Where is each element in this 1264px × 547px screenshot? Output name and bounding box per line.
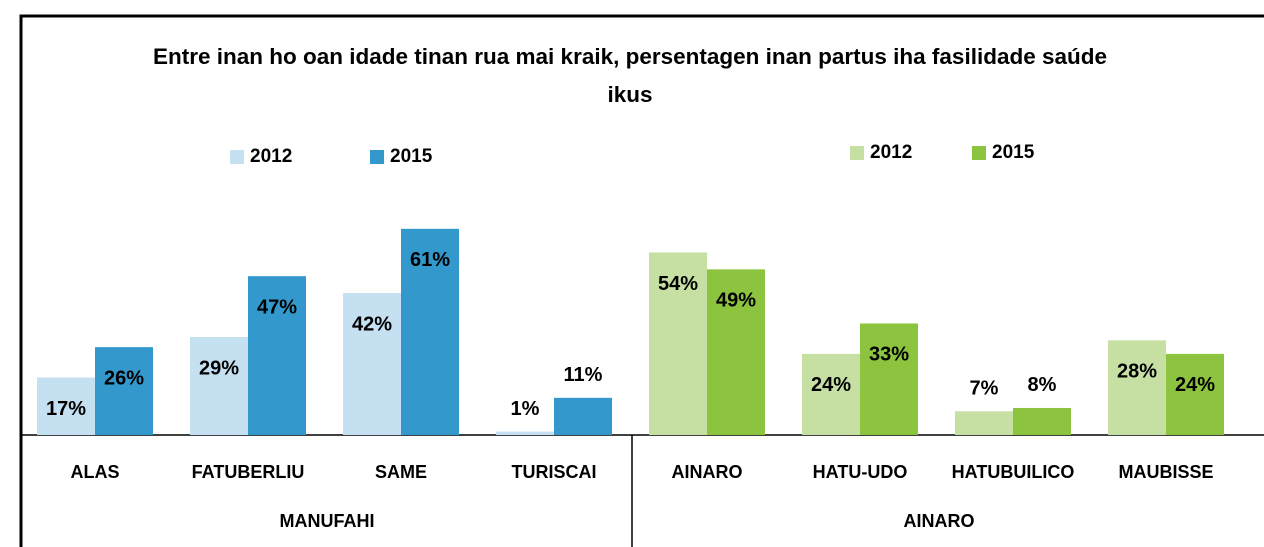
x-tick-label: SAME bbox=[375, 462, 427, 482]
bar bbox=[248, 276, 306, 435]
legend-label: 2012 bbox=[250, 146, 292, 167]
bar bbox=[343, 293, 401, 435]
data-label: 49% bbox=[716, 290, 756, 312]
x-tick-label: HATU-UDO bbox=[813, 462, 908, 482]
x-tick-label: HATUBUILICO bbox=[952, 462, 1075, 482]
legend-label: 2015 bbox=[390, 146, 433, 167]
bar bbox=[860, 323, 918, 435]
data-label: 29% bbox=[199, 357, 239, 379]
bar bbox=[190, 336, 248, 435]
legend-swatch bbox=[972, 146, 986, 160]
bar bbox=[955, 411, 1013, 435]
x-tick-label: MAUBISSE bbox=[1118, 462, 1213, 482]
data-label: 42% bbox=[352, 313, 392, 335]
bar bbox=[1166, 353, 1224, 435]
data-label: 26% bbox=[104, 367, 144, 389]
bar bbox=[95, 347, 153, 435]
x-tick-label: TURISCAI bbox=[512, 462, 597, 482]
bar bbox=[1108, 340, 1166, 435]
bar bbox=[554, 397, 612, 435]
data-label: 1% bbox=[511, 398, 540, 420]
bar bbox=[707, 269, 765, 435]
chart-title: Entre inan ho oan idade tinan rua mai kr… bbox=[153, 44, 1107, 107]
data-label: 28% bbox=[1117, 361, 1157, 383]
legend-swatch bbox=[230, 150, 244, 164]
data-label: 7% bbox=[970, 378, 999, 400]
data-label: 24% bbox=[1175, 374, 1215, 396]
data-label: 17% bbox=[46, 398, 86, 420]
bar bbox=[649, 252, 707, 435]
data-label: 33% bbox=[869, 344, 909, 366]
legend-swatch bbox=[850, 146, 864, 160]
bar bbox=[802, 353, 860, 435]
bar bbox=[37, 377, 95, 435]
bar bbox=[401, 228, 459, 435]
x-tick-label: FATUBERLIU bbox=[192, 462, 305, 482]
data-label: 47% bbox=[257, 296, 297, 318]
x-tick-label: ALAS bbox=[71, 462, 120, 482]
group-label: MANUFAHI bbox=[280, 511, 375, 531]
legend-swatch bbox=[370, 150, 384, 164]
legend-label: 2015 bbox=[992, 142, 1035, 163]
chart-frame bbox=[19, 14, 1264, 547]
data-label: 8% bbox=[1028, 374, 1057, 396]
bar bbox=[1013, 407, 1071, 435]
group-label: AINARO bbox=[904, 511, 975, 531]
bar bbox=[496, 431, 554, 435]
legend-label: 2012 bbox=[870, 142, 912, 163]
data-label: 24% bbox=[811, 374, 851, 396]
data-label: 61% bbox=[410, 249, 450, 271]
data-label: 11% bbox=[564, 364, 603, 386]
data-label: 54% bbox=[658, 273, 698, 295]
x-tick-label: AINARO bbox=[672, 462, 743, 482]
